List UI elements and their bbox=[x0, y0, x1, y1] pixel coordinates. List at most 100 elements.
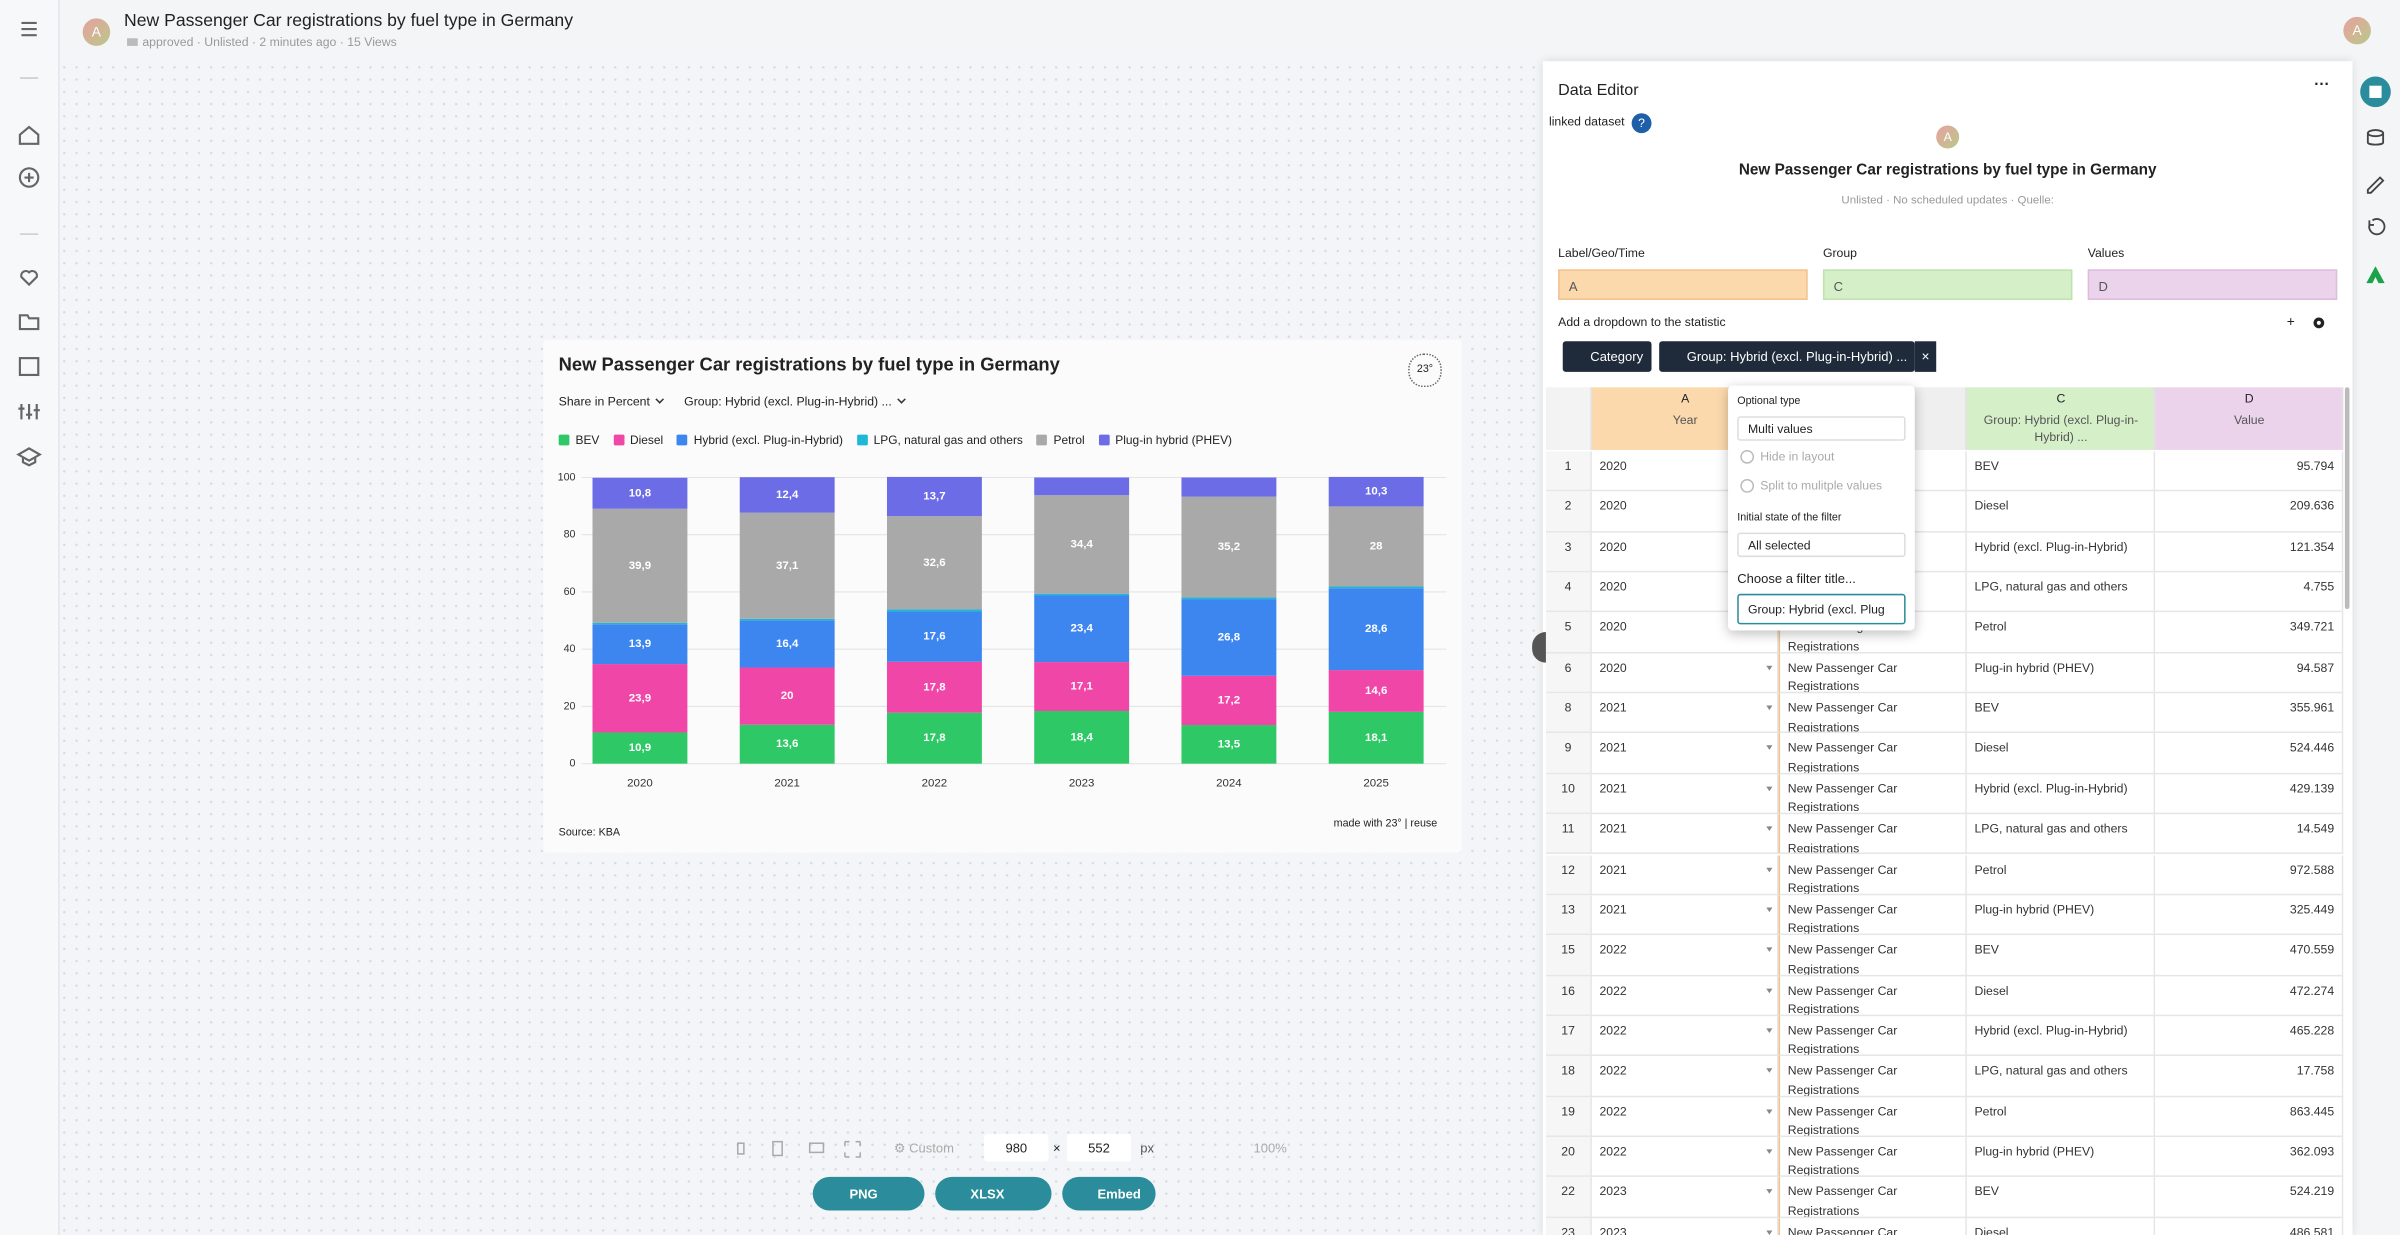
table-cell: 2022 bbox=[1591, 1016, 1779, 1057]
scrollbar bbox=[2344, 387, 2350, 610]
embed-button[interactable]: Embed bbox=[1062, 1176, 1156, 1211]
xlsx-button[interactable]: XLSX bbox=[935, 1176, 1052, 1211]
bar-segment bbox=[592, 732, 688, 764]
dropdown-label: Add a dropdown to the statistic bbox=[1558, 315, 1726, 330]
field-box[interactable]: D bbox=[2087, 269, 2338, 300]
column-header bbox=[1966, 387, 2156, 450]
editor-menu[interactable]: ··· bbox=[2314, 76, 2330, 94]
table-cell: 5 bbox=[1545, 612, 1592, 654]
y-tick-label: 100 bbox=[558, 471, 576, 483]
chip-close[interactable]: × bbox=[1914, 341, 1937, 372]
column-letter: A bbox=[1681, 391, 1690, 406]
split-option[interactable]: Split to mulitple values bbox=[1740, 479, 1882, 494]
table-cell: 3 bbox=[1545, 532, 1592, 573]
views: 15 Views bbox=[347, 35, 397, 49]
bar-segment bbox=[1181, 725, 1277, 764]
status: approved bbox=[142, 35, 194, 49]
add-dropdown[interactable]: + bbox=[2286, 313, 2295, 330]
hide-option[interactable]: Hide in layout bbox=[1740, 449, 1835, 465]
visibility: Unlisted bbox=[204, 35, 249, 49]
data-label: 17,6 bbox=[923, 631, 945, 643]
x-tick-label: 2025 bbox=[1363, 778, 1389, 790]
bar-segment bbox=[1181, 675, 1277, 726]
height-input[interactable]: 552 bbox=[1066, 1134, 1132, 1162]
field-box[interactable]: C bbox=[1822, 269, 2073, 300]
button-label: Embed bbox=[1097, 1186, 1141, 1202]
radio[interactable] bbox=[1740, 479, 1755, 494]
column-name: Value bbox=[2234, 413, 2265, 427]
settings-icon[interactable] bbox=[2311, 315, 2326, 330]
collapse-handle[interactable] bbox=[1532, 632, 1546, 663]
device-icons[interactable] bbox=[732, 1139, 870, 1160]
data-label: 17,8 bbox=[923, 732, 946, 744]
bar-segment bbox=[1034, 477, 1130, 496]
type-select[interactable]: Multi values bbox=[1737, 416, 1906, 441]
table-cell: Plug-in hybrid (PHEV) bbox=[1966, 653, 2156, 694]
table-cell: 486.581 bbox=[2155, 1217, 2344, 1235]
table-cell: 19 bbox=[1545, 1096, 1592, 1137]
size-mode[interactable]: ⚙ Custom bbox=[893, 1140, 954, 1156]
chart-control[interactable]: Group: Hybrid (excl. Plug-in-Hybrid) ... bbox=[684, 395, 904, 409]
cell-dropdown bbox=[1766, 786, 1773, 791]
cell-dropdown bbox=[1766, 705, 1773, 711]
table-cell: New Passenger Car Registrations bbox=[1778, 1136, 1967, 1178]
table-cell: 8 bbox=[1545, 693, 1592, 734]
field-box[interactable]: A bbox=[1558, 269, 1808, 300]
table-cell: 18 bbox=[1545, 1056, 1592, 1097]
data-label: 32,6 bbox=[923, 557, 945, 569]
field-label: Label/Geo/Time bbox=[1558, 246, 1645, 261]
data-editor: Data Editor ··· linked dataset ? A New P… bbox=[1542, 61, 2353, 1235]
table-cell: New Passenger Car Registrations bbox=[1778, 1056, 1967, 1097]
linked-dataset: linked dataset bbox=[1548, 114, 1625, 129]
cell-dropdown bbox=[1766, 1068, 1773, 1074]
column-letter: D bbox=[2244, 391, 2254, 406]
table-cell: New Passenger Car Registrations bbox=[1778, 895, 1967, 936]
credit[interactable]: made with 23° | reuse bbox=[1333, 818, 1438, 830]
legend-label: BEV bbox=[575, 433, 600, 447]
help[interactable]: ? bbox=[1631, 113, 1652, 134]
source: Source: KBA bbox=[558, 827, 621, 839]
filter-chip[interactable]: Category bbox=[1562, 341, 1652, 372]
button-label: PNG bbox=[849, 1186, 878, 1202]
option-label: Hide in layout bbox=[1760, 449, 1835, 464]
zoom[interactable]: 100% bbox=[1253, 1140, 1287, 1156]
data-label: 16,4 bbox=[776, 638, 799, 650]
cell-dropdown bbox=[1766, 1189, 1773, 1195]
table-cell: 94.587 bbox=[2155, 653, 2344, 694]
filter-chip[interactable]: Group: Hybrid (excl. Plug-in-Hybrid) ... bbox=[1659, 341, 1915, 372]
title-input[interactable]: Group: Hybrid (excl. Plug bbox=[1737, 593, 1906, 625]
editor-title: Data Editor bbox=[1558, 81, 1639, 100]
table-cell: 95.794 bbox=[2155, 451, 2344, 492]
width-input[interactable]: 980 bbox=[984, 1134, 1049, 1162]
cell-dropdown bbox=[1766, 665, 1773, 670]
chart-control[interactable]: Share in Percent bbox=[559, 395, 662, 409]
radio[interactable] bbox=[1740, 450, 1755, 465]
data-label: 26,8 bbox=[1218, 631, 1241, 643]
table-cell: 4.755 bbox=[2155, 572, 2344, 613]
data-label: 28,6 bbox=[1365, 623, 1387, 635]
table-cell: 2021 bbox=[1591, 733, 1779, 775]
table-cell: 2020 bbox=[1591, 612, 1779, 654]
table-cell: 11 bbox=[1545, 814, 1592, 855]
table-cell: 2021 bbox=[1591, 774, 1779, 815]
data-label: 12,4 bbox=[776, 489, 799, 501]
table-cell: Diesel bbox=[1966, 733, 2156, 775]
png-button[interactable]: PNG bbox=[812, 1176, 925, 1211]
table-cell: Hybrid (excl. Plug-in-Hybrid) bbox=[1966, 1016, 2156, 1057]
table-cell: 23 bbox=[1545, 1217, 1592, 1235]
table-cell: New Passenger Car Registrations bbox=[1778, 935, 1967, 976]
user-avatar[interactable]: A bbox=[2343, 16, 2371, 45]
cell-dropdown bbox=[1766, 987, 1773, 993]
initial-select[interactable]: All selected bbox=[1737, 532, 1906, 558]
cell-dropdown bbox=[1766, 1229, 1773, 1235]
header-avatar[interactable]: A bbox=[82, 18, 111, 46]
bar-segment bbox=[1181, 477, 1277, 497]
table-cell: 2021 bbox=[1591, 895, 1779, 936]
cell-dropdown bbox=[1766, 907, 1773, 912]
table-cell: 6 bbox=[1545, 653, 1592, 694]
popup-label: Choose a filter title... bbox=[1737, 570, 1856, 587]
sidebar-icons bbox=[16, 21, 42, 467]
editor-tabs[interactable] bbox=[2357, 67, 2397, 297]
table-cell: 524.219 bbox=[2155, 1177, 2344, 1218]
column-header bbox=[2155, 387, 2344, 450]
